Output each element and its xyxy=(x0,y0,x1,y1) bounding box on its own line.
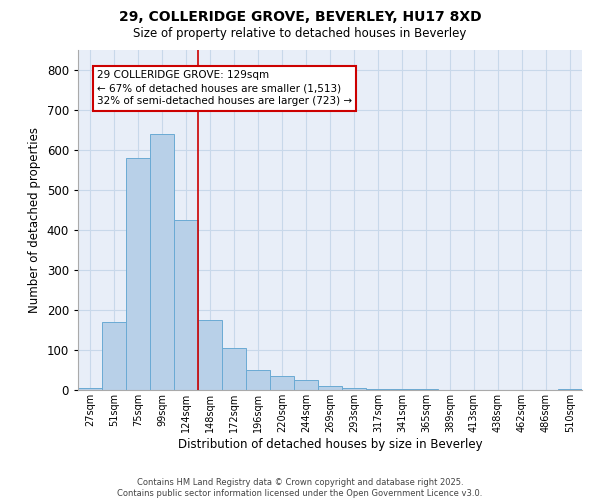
Bar xyxy=(102,322,126,390)
Bar xyxy=(198,320,222,390)
Bar xyxy=(222,348,246,390)
Bar xyxy=(78,388,102,390)
Text: Contains HM Land Registry data © Crown copyright and database right 2025.
Contai: Contains HM Land Registry data © Crown c… xyxy=(118,478,482,498)
Bar xyxy=(270,376,294,390)
Bar xyxy=(558,389,582,390)
Bar xyxy=(174,220,198,390)
Bar xyxy=(126,158,150,390)
Bar xyxy=(414,389,438,390)
Bar xyxy=(294,380,318,390)
X-axis label: Distribution of detached houses by size in Beverley: Distribution of detached houses by size … xyxy=(178,438,482,450)
Bar xyxy=(150,134,174,390)
Bar xyxy=(342,388,366,390)
Text: 29, COLLERIDGE GROVE, BEVERLEY, HU17 8XD: 29, COLLERIDGE GROVE, BEVERLEY, HU17 8XD xyxy=(119,10,481,24)
Text: Size of property relative to detached houses in Beverley: Size of property relative to detached ho… xyxy=(133,28,467,40)
Text: 29 COLLERIDGE GROVE: 129sqm
← 67% of detached houses are smaller (1,513)
32% of : 29 COLLERIDGE GROVE: 129sqm ← 67% of det… xyxy=(97,70,352,106)
Bar xyxy=(246,370,270,390)
Bar xyxy=(366,389,390,390)
Y-axis label: Number of detached properties: Number of detached properties xyxy=(28,127,41,313)
Bar xyxy=(318,386,342,390)
Bar xyxy=(390,389,414,390)
